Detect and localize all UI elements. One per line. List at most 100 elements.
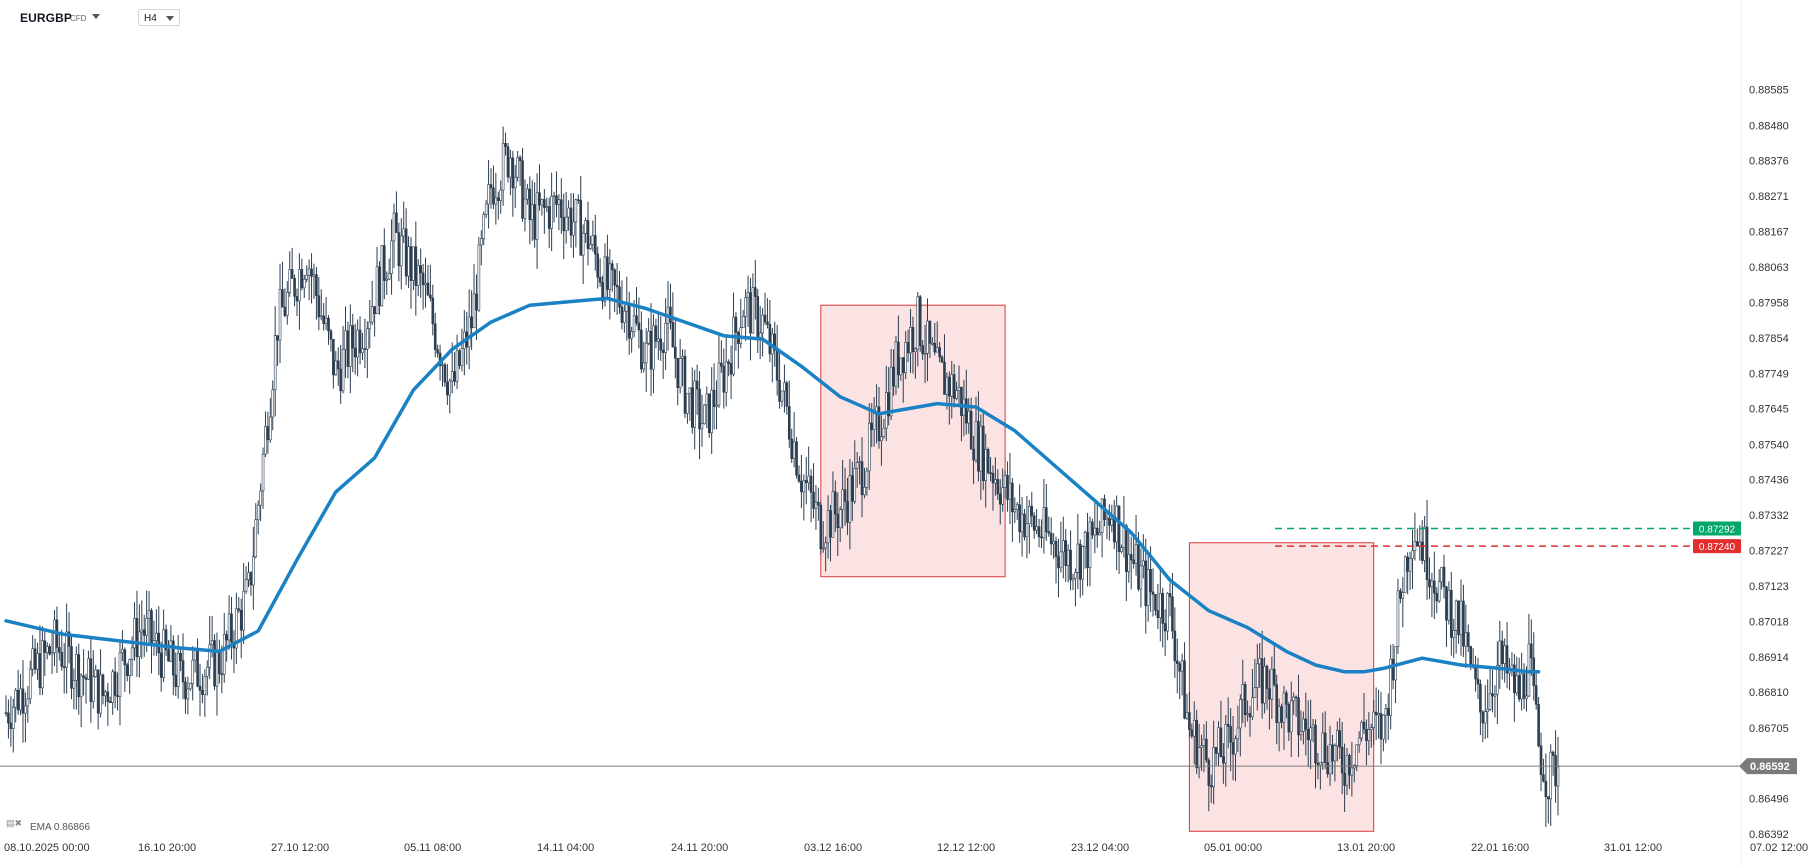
candle-body-276 <box>673 346 677 359</box>
candle-body-93 <box>230 613 233 643</box>
candle-body-405 <box>986 449 990 473</box>
candle-body-535 <box>1302 718 1305 732</box>
candle-body-511 <box>1243 684 1247 716</box>
candle-body-349 <box>851 475 854 502</box>
candle-body-106 <box>261 453 265 492</box>
candle-body-624 <box>1517 675 1521 700</box>
candle-body-89 <box>220 673 224 676</box>
candle-body-476 <box>1159 593 1162 618</box>
candle-body-551 <box>1340 746 1344 774</box>
candle-body-561 <box>1365 728 1368 741</box>
candle-body-317 <box>773 333 777 351</box>
candle-body-407 <box>991 472 995 484</box>
candle-body-589 <box>1433 580 1436 594</box>
candle-body-537 <box>1306 729 1310 741</box>
y-tick-label-8: 0.87749 <box>1749 368 1789 380</box>
timeframe-select[interactable]: H4 <box>138 9 180 26</box>
candle-body-562 <box>1367 729 1371 741</box>
candle-body-202 <box>494 197 498 205</box>
candle-body-632 <box>1537 704 1540 747</box>
candle-body-563 <box>1369 727 1373 730</box>
candle-body-401 <box>977 421 980 472</box>
candle-body-588 <box>1430 580 1434 588</box>
chevron-down-icon <box>166 16 174 21</box>
y-tick-label-9: 0.87645 <box>1749 404 1789 416</box>
candle-body-29 <box>75 654 78 681</box>
candle-body-300 <box>732 316 735 375</box>
candle-body-411 <box>1001 487 1004 505</box>
candle-body-126 <box>310 268 313 277</box>
candle-body-108 <box>266 426 270 441</box>
level-tag-1 <box>1693 521 1741 536</box>
candle-body-526 <box>1280 706 1283 723</box>
candle-body-65 <box>162 629 165 678</box>
candle-body-388 <box>945 376 949 395</box>
candle-body-262 <box>640 329 643 370</box>
candle-body-343 <box>836 513 840 529</box>
candle-body-255 <box>623 310 626 323</box>
candle-body-98 <box>242 590 245 631</box>
candle-body-15 <box>41 640 44 689</box>
candle-body-381 <box>928 320 932 344</box>
candle-body-485 <box>1180 660 1184 672</box>
candle-body-131 <box>322 315 325 325</box>
candle-body-538 <box>1309 727 1312 741</box>
candle-body-266 <box>649 330 653 370</box>
candle-body-423 <box>1030 505 1034 517</box>
candle-body-20 <box>53 619 56 654</box>
candle-body-228 <box>557 199 561 205</box>
y-tick-label-18: 0.86705 <box>1749 723 1789 735</box>
candle-body-235 <box>574 199 578 223</box>
candle-body-236 <box>576 199 580 202</box>
candle-body-402 <box>979 425 983 472</box>
candle-body-186 <box>455 350 459 382</box>
candle-body-345 <box>841 489 844 510</box>
candle-body-539 <box>1311 724 1315 729</box>
candle-body-177 <box>433 323 437 351</box>
candle-body-429 <box>1045 507 1048 532</box>
candle-body-320 <box>780 390 784 402</box>
candle-body-200 <box>489 184 493 189</box>
candle-body-549 <box>1336 730 1339 747</box>
candle-body-6 <box>19 688 22 711</box>
candle-body-42 <box>106 691 110 702</box>
candle-body-90 <box>222 634 226 675</box>
candle-body-183 <box>448 380 452 396</box>
candle-body-91 <box>225 634 228 641</box>
candle-body-480 <box>1168 593 1172 598</box>
candle-body-37 <box>94 669 98 677</box>
candle-body-543 <box>1321 732 1325 763</box>
symbol-name[interactable]: EURGBP <box>20 11 72 25</box>
candle-body-114 <box>281 289 284 308</box>
candle-body-477 <box>1161 593 1165 624</box>
candle-body-146 <box>358 329 362 354</box>
candle-body-103 <box>254 519 258 558</box>
x-tick-label-11: 22.01 16:00 <box>1471 842 1529 854</box>
candle-body-530 <box>1289 700 1293 733</box>
candle-body-579 <box>1408 558 1412 572</box>
candle-body-311 <box>758 332 762 338</box>
x-tick-label-9: 05.01 00:00 <box>1204 842 1262 854</box>
candle-body-155 <box>380 245 384 307</box>
candle-body-489 <box>1190 729 1194 737</box>
candle-body-392 <box>955 390 958 399</box>
candle-body-96 <box>237 608 241 611</box>
candle-body-230 <box>562 217 566 232</box>
candle-body-205 <box>501 143 505 191</box>
candle-body-531 <box>1292 696 1295 702</box>
candle-body-296 <box>722 365 726 393</box>
candle-body-130 <box>319 315 323 318</box>
candle-body-611 <box>1486 709 1489 712</box>
candle-body-41 <box>104 691 107 697</box>
candle-body-639 <box>1554 755 1557 787</box>
candle-body-152 <box>373 306 376 315</box>
candle-body-308 <box>751 287 755 334</box>
candle-body-240 <box>586 220 590 250</box>
indicator-settings-icon[interactable]: ▤✖ <box>6 818 23 828</box>
candle-body-172 <box>421 272 425 286</box>
symbol-dropdown-icon[interactable] <box>92 14 100 19</box>
candle-body-510 <box>1241 684 1245 700</box>
candle-body-116 <box>285 292 289 316</box>
y-tick-label-5: 0.88063 <box>1749 262 1789 274</box>
